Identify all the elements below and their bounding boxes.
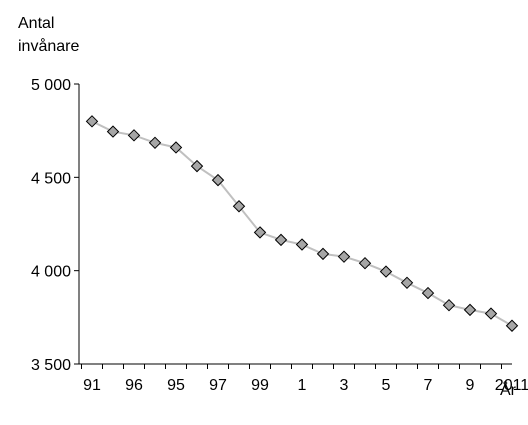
x-tick-label: 97 (209, 377, 227, 394)
data-point-marker (358, 256, 372, 270)
data-point-marker (337, 250, 351, 263)
x-axis-ticks: 91 96 95 97 99 1 3 5 7 9 2011 (81, 364, 528, 394)
x-tick-label: 96 (125, 377, 143, 394)
y-axis-ticks: 3 500 4 000 4 500 5 000 (31, 77, 79, 374)
data-point-marker (484, 307, 498, 320)
y-tick-label: 4 000 (31, 264, 71, 281)
x-axis-label: År (500, 380, 517, 399)
y-tick-label: 4 500 (31, 170, 71, 187)
data-point-marker (127, 129, 141, 142)
y-axis-label-line2: invånare (18, 37, 79, 55)
data-point-marker (169, 141, 183, 154)
data-point-marker (442, 298, 456, 312)
data-point-marker (190, 159, 204, 173)
data-point-marker (316, 247, 330, 261)
x-tick-label: 2011 (495, 377, 528, 394)
data-point-marker (295, 238, 309, 251)
x-tick-label: 91 (83, 377, 101, 394)
x-tick-label: 95 (167, 377, 185, 394)
y-axis-label-line1: Antal (18, 15, 54, 32)
data-point-marker (463, 303, 477, 317)
data-point-marker (505, 319, 519, 332)
y-tick-label: 5 000 (31, 77, 71, 94)
data-point-marker (85, 115, 99, 128)
x-tick-label: 1 (298, 377, 307, 394)
data-point-marker (253, 226, 267, 239)
data-point-marker (106, 125, 120, 138)
data-point-marker (421, 286, 435, 300)
x-tick-label: 99 (251, 377, 269, 394)
x-tick-label: 9 (466, 377, 475, 394)
series-line (91, 120, 513, 327)
data-point-marker (379, 265, 393, 278)
y-tick-label: 3 500 (31, 357, 71, 374)
data-point-marker (232, 200, 246, 213)
data-point-marker (211, 173, 225, 187)
x-tick-label: 3 (340, 377, 349, 394)
x-tick-label: 5 (382, 377, 391, 394)
data-point-marker (274, 233, 288, 247)
data-point-marker (148, 136, 162, 150)
series-markers (85, 115, 519, 332)
data-point-marker (400, 276, 414, 290)
x-tick-label: 7 (424, 377, 433, 394)
